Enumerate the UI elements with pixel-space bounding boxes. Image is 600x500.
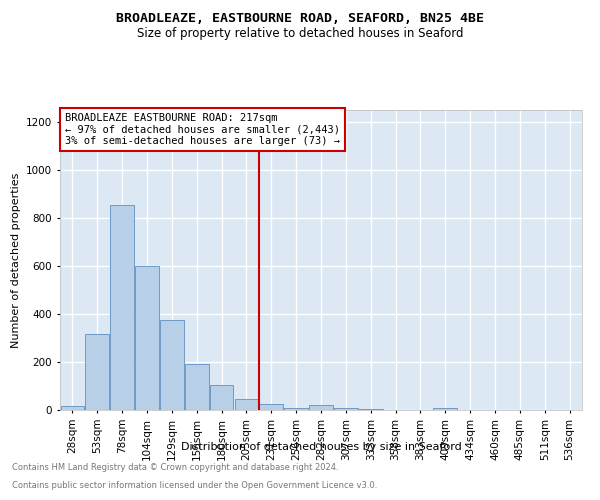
Bar bbox=[135, 266, 159, 410]
Bar bbox=[85, 334, 109, 410]
Bar bbox=[160, 320, 184, 410]
Bar bbox=[334, 408, 358, 410]
Bar bbox=[185, 364, 209, 410]
Text: Contains public sector information licensed under the Open Government Licence v3: Contains public sector information licen… bbox=[12, 481, 377, 490]
Y-axis label: Number of detached properties: Number of detached properties bbox=[11, 172, 20, 348]
Bar bbox=[210, 385, 233, 410]
Bar bbox=[259, 404, 283, 410]
Text: Size of property relative to detached houses in Seaford: Size of property relative to detached ho… bbox=[137, 28, 463, 40]
Bar bbox=[61, 406, 84, 410]
Bar bbox=[433, 408, 457, 410]
Bar bbox=[309, 405, 333, 410]
Text: Contains HM Land Registry data © Crown copyright and database right 2024.: Contains HM Land Registry data © Crown c… bbox=[12, 464, 338, 472]
Text: BROADLEAZE EASTBOURNE ROAD: 217sqm
← 97% of detached houses are smaller (2,443)
: BROADLEAZE EASTBOURNE ROAD: 217sqm ← 97%… bbox=[65, 113, 340, 146]
Bar bbox=[235, 399, 258, 410]
Text: Distribution of detached houses by size in Seaford: Distribution of detached houses by size … bbox=[181, 442, 461, 452]
Text: BROADLEAZE, EASTBOURNE ROAD, SEAFORD, BN25 4BE: BROADLEAZE, EASTBOURNE ROAD, SEAFORD, BN… bbox=[116, 12, 484, 26]
Bar bbox=[110, 205, 134, 410]
Bar bbox=[284, 408, 308, 410]
Bar bbox=[359, 409, 383, 410]
